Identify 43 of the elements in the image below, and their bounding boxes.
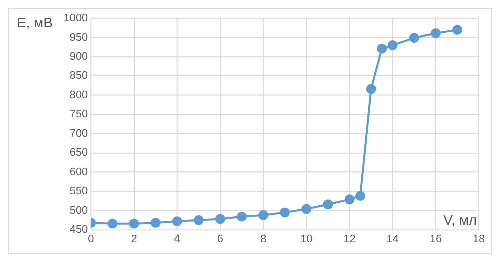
point [344, 194, 355, 205]
point [129, 218, 140, 229]
x-tick-label: 8 [260, 234, 267, 246]
y-tick-label: 1000 [64, 12, 88, 25]
y-tick-label: 500 [70, 204, 88, 217]
x-tick-label: 18 [472, 234, 486, 246]
y-tick-label: 800 [70, 89, 88, 102]
point [237, 212, 247, 222]
x-tick-label: 12 [344, 234, 356, 246]
x-axis-title: V, мл [444, 212, 478, 228]
y-tick-label: 750 [70, 108, 88, 121]
point [452, 25, 462, 36]
y-tick-label: 700 [70, 128, 88, 140]
y-tick-label: 450 [70, 224, 88, 236]
point [172, 216, 182, 226]
x-tick-label: 0 [88, 234, 94, 246]
y-tick-label: 850 [70, 70, 88, 82]
y-tick-label: 550 [70, 186, 88, 198]
x-tick-label: 6 [217, 234, 224, 246]
point [258, 210, 269, 220]
point [388, 40, 398, 50]
point [430, 28, 441, 38]
y-axis-title: E, мВ [16, 14, 53, 31]
y-tick-label: 900 [70, 50, 88, 63]
point [409, 33, 420, 44]
x-tick-label: 16 [430, 234, 442, 246]
x-tick-label: 2 [131, 234, 138, 246]
point [150, 218, 161, 228]
point [377, 44, 388, 54]
point [323, 200, 334, 210]
x-tick-label: 14 [386, 234, 399, 246]
x-tick-label: 10 [300, 234, 313, 246]
point [366, 84, 376, 94]
y-tick-label: 950 [70, 32, 88, 44]
x-tick-label: 4 [174, 234, 180, 246]
point [108, 218, 118, 229]
point [194, 215, 204, 226]
point [215, 214, 226, 224]
point [302, 204, 312, 214]
point [356, 191, 366, 202]
point [280, 208, 290, 218]
y-tick-label: 650 [70, 147, 88, 160]
y-tick-label: 600 [70, 166, 88, 178]
